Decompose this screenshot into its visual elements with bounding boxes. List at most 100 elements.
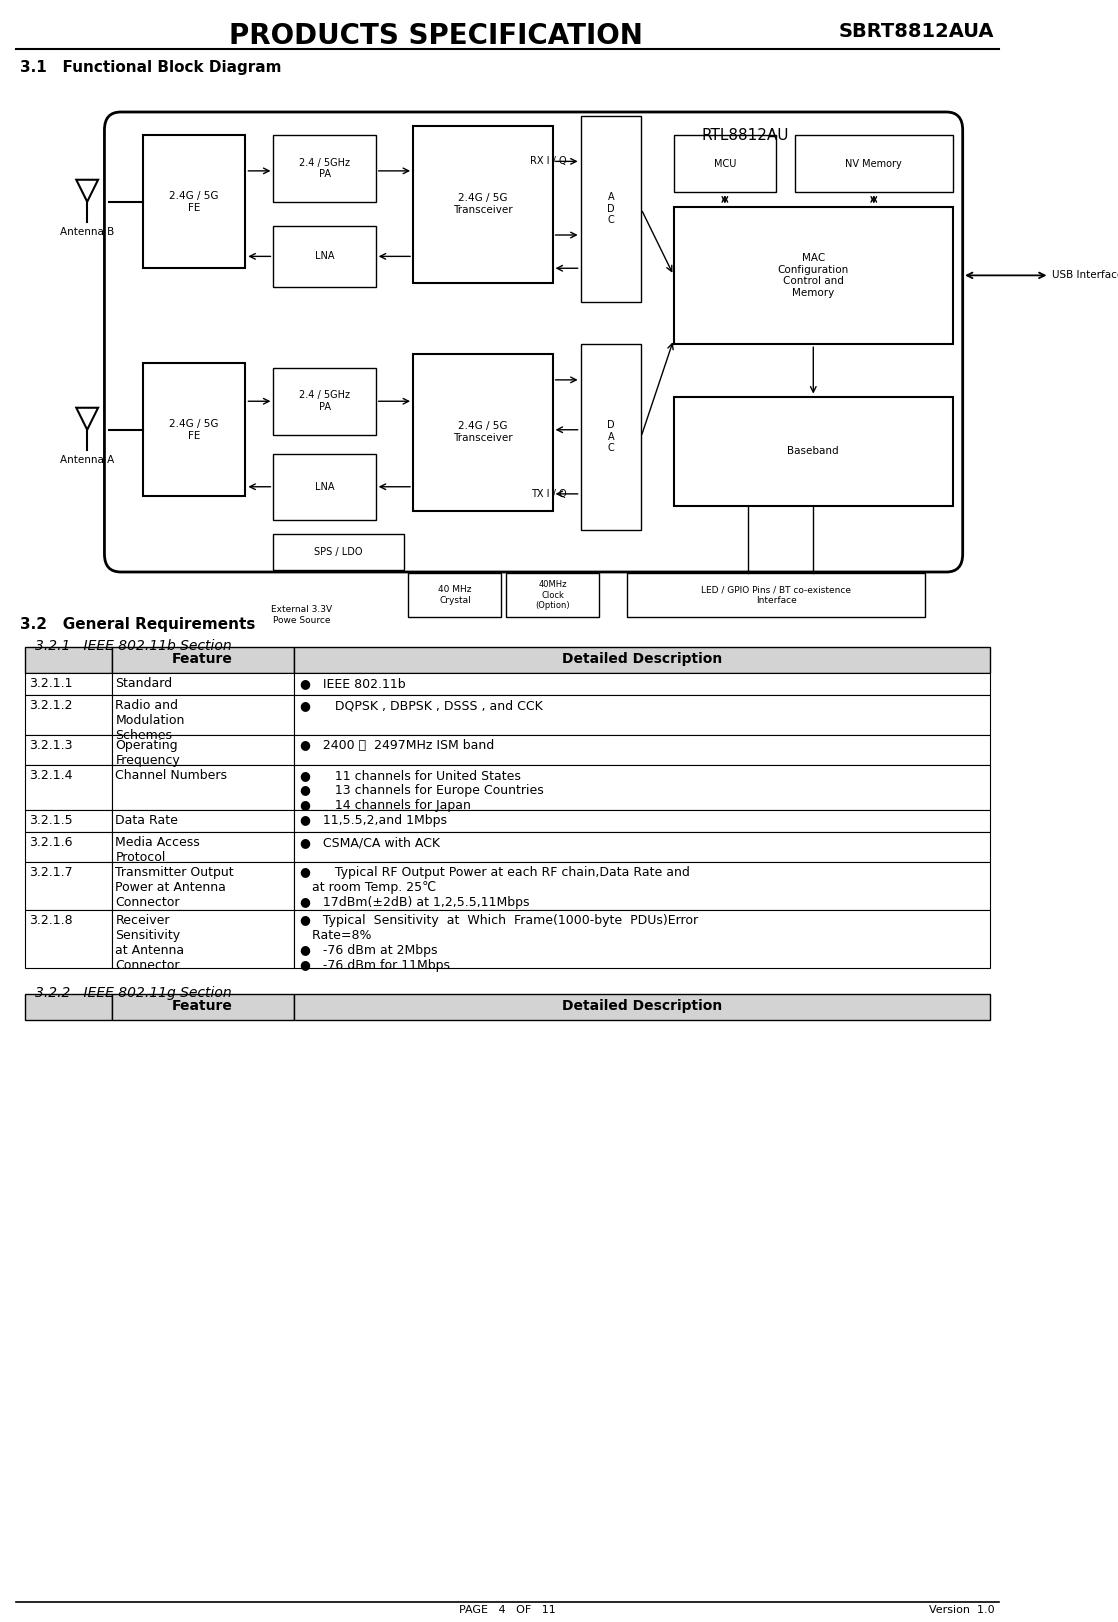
Bar [112,673,294,694]
Bar [143,135,246,268]
Text: PAGE   4   OF   11: PAGE 4 OF 11 [459,1606,556,1616]
Text: Feature: Feature [172,999,233,1014]
Text: USB Interface: USB Interface [1052,271,1118,281]
Bar [274,135,376,201]
Bar [413,354,552,511]
Text: SPS / LDO: SPS / LDO [314,547,362,558]
Text: RTL8812AU: RTL8812AU [702,128,789,143]
Text: 3.2.1   IEEE 802.11b Section: 3.2.1 IEEE 802.11b Section [35,639,231,654]
Bar [274,534,404,569]
Text: PRODUCTS SPECIFICATION: PRODUCTS SPECIFICATION [229,23,643,50]
Bar [26,809,112,832]
Polygon shape [76,180,98,201]
FancyBboxPatch shape [104,112,963,573]
Text: TX I / Q: TX I / Q [531,488,567,500]
Bar [26,766,112,809]
Text: ●   CSMA/CA with ACK: ● CSMA/CA with ACK [300,835,439,848]
Text: 3.2.1.5: 3.2.1.5 [29,814,73,827]
Text: SBRT8812AUA: SBRT8812AUA [838,23,995,41]
Text: Radio and
Modulation
Schemes: Radio and Modulation Schemes [115,699,184,741]
Bar [274,454,376,521]
Bar [413,127,552,282]
Text: Receiver
Sensitivity
at Antenna
Connector: Receiver Sensitivity at Antenna Connecto… [115,915,184,972]
Text: Detailed Description: Detailed Description [562,999,722,1014]
Bar [26,673,112,694]
Text: LNA: LNA [315,251,334,261]
Bar [26,861,112,910]
Text: Antenna B: Antenna B [60,227,114,237]
Bar [112,766,294,809]
Text: MAC
Configuration
Control and
Memory: MAC Configuration Control and Memory [778,253,849,298]
Bar [274,225,376,287]
Bar [274,368,376,435]
Text: ●      11 channels for United States
●      13 channels for Europe Countries
●  : ● 11 channels for United States ● 13 cha… [300,769,543,813]
Bar [26,994,112,1020]
Bar [506,573,599,618]
Bar [795,135,953,193]
Text: 3.2.1.2: 3.2.1.2 [29,699,73,712]
Bar [112,735,294,766]
Text: Operating
Frequency: Operating Frequency [115,740,180,767]
Bar [294,910,989,968]
Bar [627,573,925,618]
Text: ●   IEEE 802.11b: ● IEEE 802.11b [300,676,406,689]
Text: 3.2.1.8: 3.2.1.8 [29,915,73,928]
Text: ●   2400 ～  2497MHz ISM band: ● 2400 ～ 2497MHz ISM band [300,740,494,753]
Bar [294,673,989,694]
Text: Antenna A: Antenna A [60,454,114,466]
Bar [294,735,989,766]
Text: Data Rate: Data Rate [115,814,178,827]
Text: 2.4G / 5G
Transceiver: 2.4G / 5G Transceiver [453,422,513,443]
Bar [26,735,112,766]
Text: Media Access
Protocol: Media Access Protocol [115,835,200,865]
Text: Feature: Feature [172,652,233,667]
Text: 2.4G / 5G
FE: 2.4G / 5G FE [170,191,219,212]
Text: Baseband: Baseband [787,446,840,456]
Bar [112,694,294,735]
Text: 2.4 / 5GHz
PA: 2.4 / 5GHz PA [300,391,350,412]
Text: External 3.3V
Powe Source: External 3.3V Powe Source [271,605,332,624]
Text: 3.2.1.1: 3.2.1.1 [29,676,73,689]
Text: ●      Typical RF Output Power at each RF chain,Data Rate and
   at room Temp. 2: ● Typical RF Output Power at each RF cha… [300,866,690,908]
Bar [294,832,989,861]
Bar [26,910,112,968]
Bar [294,809,989,832]
Text: ●   11,5.5,2,and 1Mbps: ● 11,5.5,2,and 1Mbps [300,814,447,827]
Bar [580,117,641,302]
Text: 3.2.2   IEEE 802.11g Section: 3.2.2 IEEE 802.11g Section [35,986,231,1001]
Text: ●      DQPSK , DBPSK , DSSS , and CCK: ● DQPSK , DBPSK , DSSS , and CCK [300,699,542,712]
Text: 3.2.1.6: 3.2.1.6 [29,835,73,848]
Text: 2.4G / 5G
FE: 2.4G / 5G FE [170,418,219,441]
Bar [294,647,989,673]
Text: Transmitter Output
Power at Antenna
Connector: Transmitter Output Power at Antenna Conn… [115,866,234,908]
Bar [674,206,953,344]
Bar [26,832,112,861]
Text: Standard: Standard [115,676,172,689]
Bar [294,994,989,1020]
Text: LED / GPIO Pins / BT co-existence
Interface: LED / GPIO Pins / BT co-existence Interf… [701,586,851,605]
Text: 3.2.1.7: 3.2.1.7 [29,866,73,879]
Bar [26,694,112,735]
Text: 3.2.1.4: 3.2.1.4 [29,769,73,782]
Bar [294,766,989,809]
Text: LNA: LNA [315,482,334,491]
Text: RX I / Q: RX I / Q [530,156,567,167]
Bar [112,647,294,673]
Bar [112,994,294,1020]
Text: NV Memory: NV Memory [845,159,902,169]
Text: 3.2   General Requirements: 3.2 General Requirements [20,616,255,633]
Text: D
A
C: D A C [607,420,615,454]
Text: A
D
C: A D C [607,193,615,225]
Text: ●   Typical  Sensitivity  at  Which  Frame(1000-byte  PDUs)Error
   Rate=8%
●   : ● Typical Sensitivity at Which Frame(100… [300,915,698,972]
Text: Channel Numbers: Channel Numbers [115,769,227,782]
Bar [674,396,953,506]
Bar [26,647,112,673]
Text: 40MHz
Clock
(Option): 40MHz Clock (Option) [536,581,570,610]
Bar [580,344,641,529]
Bar [408,573,502,618]
Text: MCU: MCU [713,159,736,169]
Text: 2.4 / 5GHz
PA: 2.4 / 5GHz PA [300,157,350,180]
Polygon shape [76,407,98,430]
Text: Detailed Description: Detailed Description [562,652,722,667]
Bar [112,832,294,861]
